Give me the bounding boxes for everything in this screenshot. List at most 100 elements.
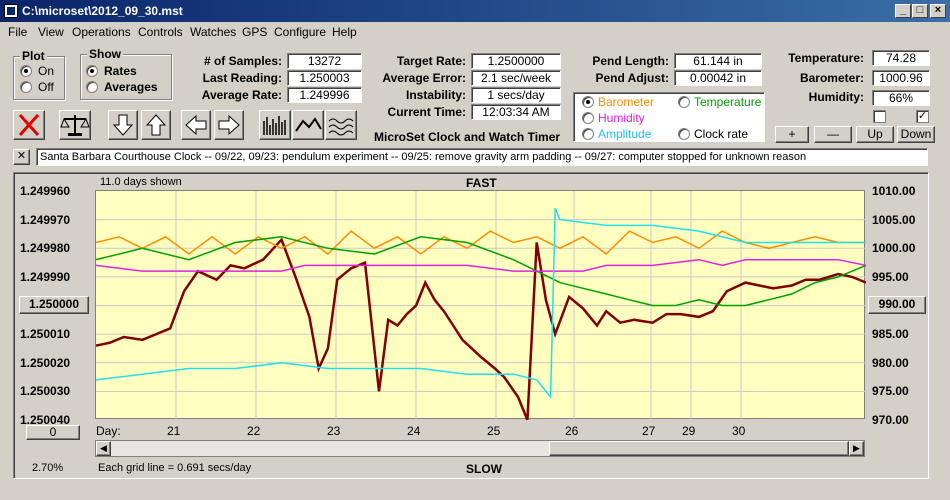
temperature-field: 74.28 xyxy=(872,50,930,66)
pend-length-label: Pend Length: xyxy=(592,54,669,68)
temperature-radio[interactable] xyxy=(678,96,690,108)
scale-minus-button[interactable]: — xyxy=(814,126,852,143)
left-axis-center-button[interactable]: 1.250000 xyxy=(19,296,89,314)
pend-length-field[interactable]: 61.144 in xyxy=(674,53,762,69)
day-tick: 24 xyxy=(407,424,421,438)
series-line-temperature xyxy=(96,236,866,307)
menu-watches[interactable]: Watches xyxy=(190,25,237,39)
show-rates-label: Rates xyxy=(104,64,137,78)
scroll-right-button[interactable]: ▶ xyxy=(849,441,864,456)
close-button[interactable]: × xyxy=(930,4,946,18)
plot-on-label: On xyxy=(38,64,55,78)
arrow-right-icon xyxy=(218,114,240,136)
arrow-left-button[interactable] xyxy=(181,110,211,140)
day-tick: 29 xyxy=(682,424,696,438)
minimize-button[interactable]: _ xyxy=(895,4,911,18)
percent-label: 2.70% xyxy=(32,462,64,474)
plot-on-radio[interactable] xyxy=(20,65,32,77)
wave-graph-button[interactable] xyxy=(325,110,357,140)
scale-down-button[interactable]: Down xyxy=(897,126,935,143)
average-error-field: 2.1 sec/week xyxy=(471,70,561,86)
right-axis-center-button[interactable]: 990.00 xyxy=(868,296,926,314)
menu-view[interactable]: View xyxy=(38,25,64,39)
left-axis-tick: 1.249960 xyxy=(20,184,71,198)
note-field[interactable]: Santa Barbara Courthouse Clock -- 09/22,… xyxy=(36,148,928,166)
barometer-checkbox[interactable]: ✓ xyxy=(916,110,929,123)
arrow-down-button[interactable] xyxy=(108,110,138,140)
histogram-button[interactable] xyxy=(259,110,291,140)
arrow-right-button[interactable] xyxy=(214,110,244,140)
clock-rate-radio[interactable] xyxy=(678,128,690,140)
clear-button[interactable] xyxy=(13,110,45,140)
pend-adjust-field[interactable]: 0.00042 in xyxy=(674,70,762,86)
clock-rate-option-label: Clock rate xyxy=(694,127,749,141)
current-time-label: Current Time: xyxy=(387,105,466,119)
note-close-button[interactable]: ✕ xyxy=(13,149,30,165)
plot-off-radio[interactable] xyxy=(20,81,32,93)
temperature-label: Temperature: xyxy=(788,51,864,65)
arrow-up-button[interactable] xyxy=(141,110,171,140)
left-axis-tick: 1.249980 xyxy=(20,241,71,256)
last-reading-field: 1.250003 xyxy=(287,70,362,86)
humidity-radio[interactable] xyxy=(582,112,594,124)
right-axis-tick: 1000.00 xyxy=(872,241,916,256)
series-line-rate xyxy=(96,237,866,420)
arrow-down-icon xyxy=(112,114,134,136)
current-time-field: 12:03:34 AM xyxy=(471,104,561,120)
plot-group-title: Plot xyxy=(20,49,47,63)
menu-file[interactable]: File xyxy=(8,25,28,39)
scroll-left-button[interactable]: ◀ xyxy=(96,441,111,456)
humidity-label: Humidity: xyxy=(808,90,864,104)
menu-help[interactable]: Help xyxy=(332,25,357,39)
series-line-humidity xyxy=(96,258,866,272)
fast-label: FAST xyxy=(466,176,497,190)
day-tick: 23 xyxy=(327,424,341,438)
series-line-barometer xyxy=(96,230,866,255)
samples-label: # of Samples: xyxy=(203,54,282,68)
average-error-label: Average Error: xyxy=(382,71,466,85)
show-averages-radio[interactable] xyxy=(86,81,98,93)
balance-button[interactable] xyxy=(59,110,91,140)
menu-controls[interactable]: Controls xyxy=(138,25,183,39)
humidity-option-label: Humidity xyxy=(598,111,645,125)
temperature-option-label: Temperature xyxy=(694,95,762,109)
slow-label: SLOW xyxy=(466,462,502,476)
day-axis-label: Day: xyxy=(96,424,121,438)
average-rate-field: 1.249996 xyxy=(287,87,362,103)
scale-up-button[interactable]: Up xyxy=(856,126,894,143)
maximize-button[interactable]: □ xyxy=(912,4,928,18)
chart-svg xyxy=(96,191,866,420)
clear-x-icon xyxy=(18,113,40,137)
menu-operations[interactable]: Operations xyxy=(72,25,131,39)
target-rate-field[interactable]: 1.2500000 xyxy=(471,53,561,69)
scroll-thumb[interactable] xyxy=(549,441,849,456)
days-shown-label: 11.0 days shown xyxy=(100,176,182,188)
horizontal-scrollbar[interactable]: ◀ ▶ xyxy=(95,440,865,457)
scale-plus-button[interactable]: + xyxy=(775,126,809,143)
offset-button[interactable]: 0 xyxy=(26,425,80,440)
day-tick: 22 xyxy=(247,424,261,438)
show-group: Show xyxy=(80,47,172,100)
menu-configure[interactable]: Configure xyxy=(274,25,327,39)
menu-gps[interactable]: GPS xyxy=(242,25,268,39)
line-graph-button[interactable] xyxy=(292,110,324,140)
barometer-radio[interactable] xyxy=(582,96,594,108)
day-tick: 30 xyxy=(732,424,746,438)
right-axis-tick: 975.00 xyxy=(872,384,909,399)
pend-adjust-label: Pend Adjust: xyxy=(595,71,669,85)
plot-off-label: Off xyxy=(38,80,54,94)
left-axis-tick: 1.249970 xyxy=(20,212,71,227)
barometer-label: Barometer: xyxy=(799,71,864,85)
day-tick: 21 xyxy=(167,424,181,438)
show-averages-label: Averages xyxy=(104,80,158,94)
plot-area xyxy=(95,190,866,420)
barometer-option-label: Barometer xyxy=(598,95,655,109)
show-rates-radio[interactable] xyxy=(86,65,98,77)
grid-note-label: Each grid line = 0.691 secs/day xyxy=(98,462,252,474)
right-axis-tick: 980.00 xyxy=(872,355,909,370)
histogram-icon xyxy=(263,116,286,135)
amplitude-radio[interactable] xyxy=(582,128,594,140)
left-axis-tick: 1.250010 xyxy=(20,327,71,342)
instability-field: 1 secs/day xyxy=(471,87,561,103)
humidity-checkbox[interactable] xyxy=(873,110,886,123)
